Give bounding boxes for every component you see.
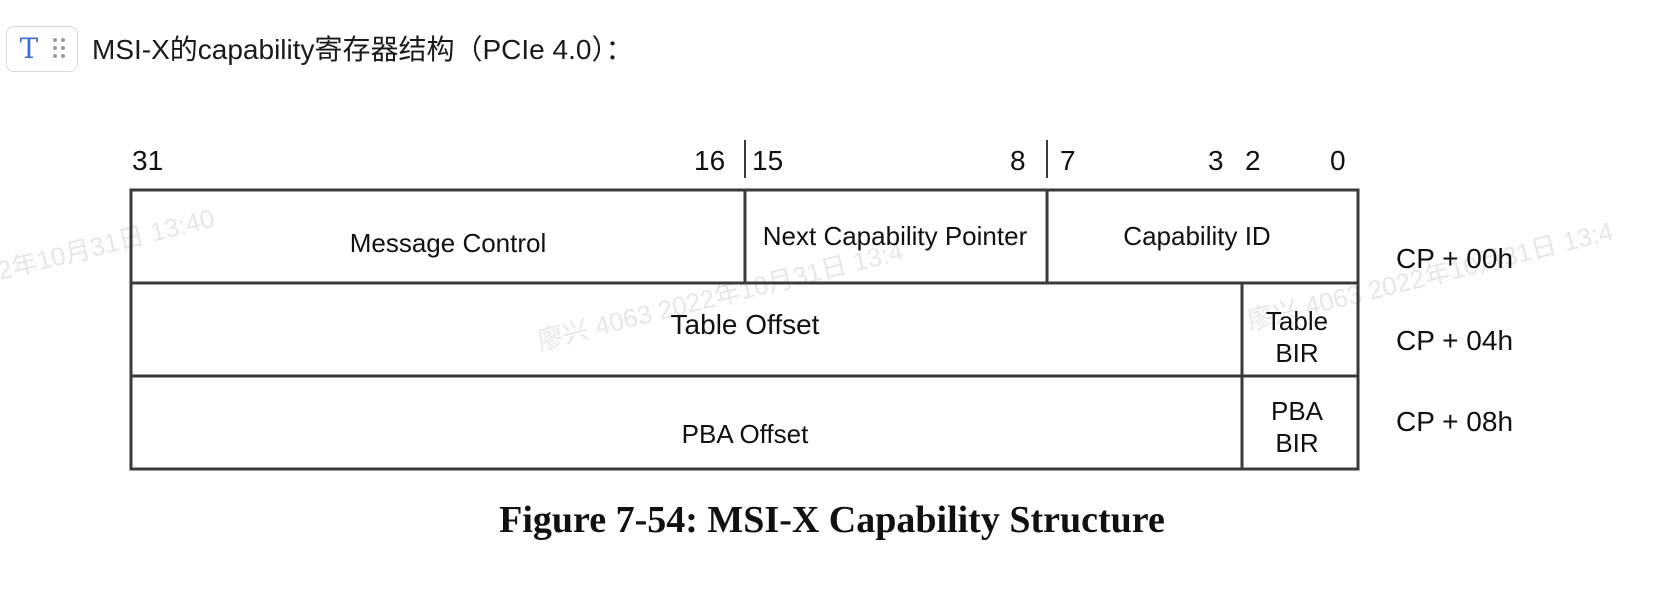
bit-label-15: 15 <box>752 145 783 176</box>
bit-label-2: 2 <box>1245 145 1261 176</box>
bit-label-7: 7 <box>1060 145 1076 176</box>
offset-label-08h: CP + 08h <box>1396 406 1513 437</box>
offset-label-00h: CP + 00h <box>1396 243 1513 274</box>
register-row-0: Message Control Next Capability Pointer … <box>129 188 1513 285</box>
capability-id-field: Capability ID <box>1123 221 1270 251</box>
register-row-1: Table Offset Table BIR CP + 04h <box>129 281 1513 378</box>
table-bir-label-line-2: BIR <box>1275 338 1318 368</box>
message-control-field: Message Control <box>350 228 547 258</box>
drag-handle-icon[interactable] <box>53 38 67 60</box>
figure-caption: Figure 7-54: MSI-X Capability Structure <box>499 499 1165 541</box>
bit-label-3: 3 <box>1208 145 1224 176</box>
block-handle[interactable]: T <box>6 26 78 72</box>
offset-label-04h: CP + 04h <box>1396 325 1513 356</box>
block-heading-text[interactable]: MSI-X的capability寄存器结构（PCIe 4.0）： <box>92 34 634 65</box>
pba-bir-label-line-2: BIR <box>1275 428 1318 458</box>
register-row-2: PBA Offset PBA BIR CP + 08h <box>129 374 1513 471</box>
pba-offset-field: PBA Offset <box>682 419 809 449</box>
pba-bir-label-line-1: PBA <box>1271 396 1324 426</box>
bit-label-16: 16 <box>694 145 725 176</box>
bit-label-8: 8 <box>1010 145 1026 176</box>
table-offset-field: Table Offset <box>671 309 820 340</box>
bit-label-31: 31 <box>132 145 163 176</box>
bit-labels: 31 16 15 8 7 3 2 0 <box>132 140 1346 178</box>
bit-label-0: 0 <box>1330 145 1346 176</box>
text-type-icon[interactable]: T <box>19 32 39 65</box>
table-bir-label-line-1: Table <box>1266 306 1328 336</box>
next-capability-pointer-field: Next Capability Pointer <box>763 221 1028 251</box>
watermark-text-1: 2年10月31日 13:40 <box>0 203 217 286</box>
row-2-box <box>129 374 1360 471</box>
